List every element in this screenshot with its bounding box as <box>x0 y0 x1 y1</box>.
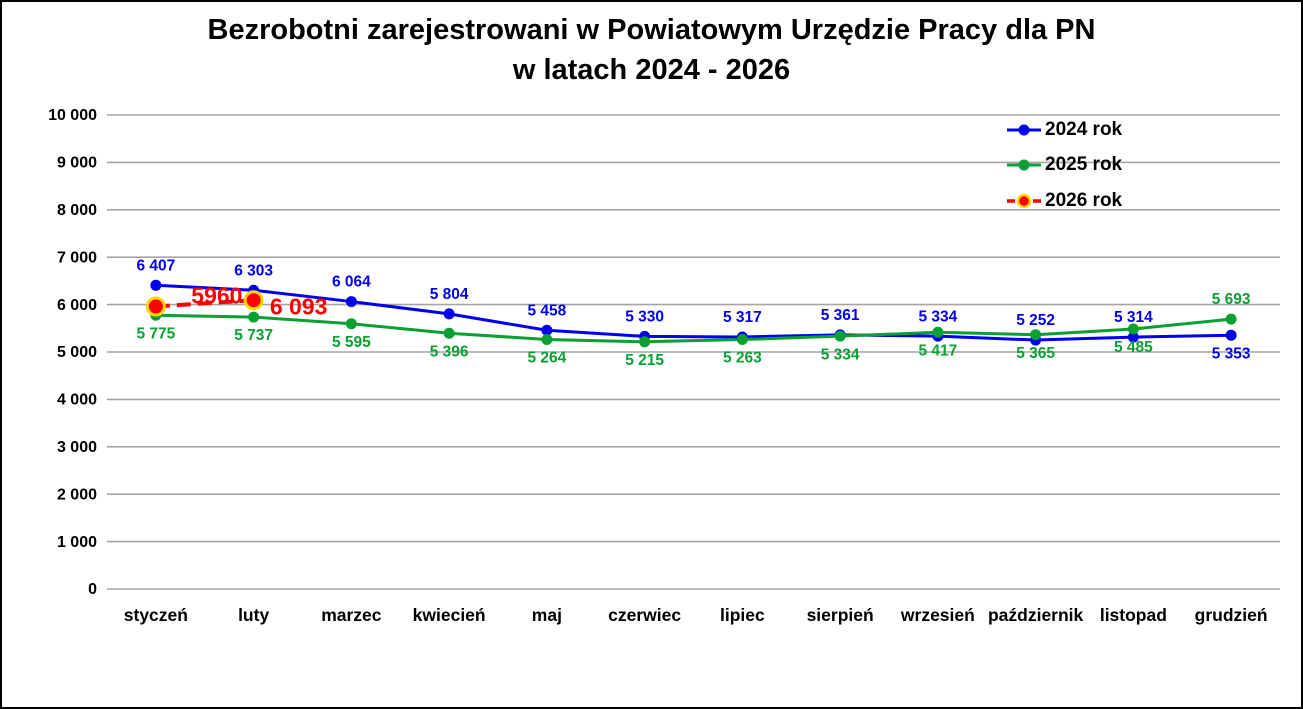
x-axis-label: październik <box>988 605 1084 625</box>
data-point-label: 5 317 <box>723 309 762 326</box>
data-point-label: 5 485 <box>1114 339 1153 356</box>
data-point-label: 5960 <box>191 283 242 309</box>
data-point-marker <box>1225 313 1237 325</box>
x-axis-label: kwiecień <box>413 605 486 625</box>
data-point-label: 5 330 <box>625 308 664 325</box>
data-point-marker <box>243 290 264 311</box>
data-point-marker <box>345 318 357 330</box>
data-point-label: 5 334 <box>918 308 957 325</box>
data-point-label: 5 215 <box>625 352 664 369</box>
y-axis-label: 5 000 <box>57 344 97 361</box>
data-point-label: 6 303 <box>234 262 273 279</box>
data-point-label: 5 353 <box>1212 345 1251 362</box>
data-point-marker <box>834 330 846 342</box>
x-axis-label: listopad <box>1100 605 1167 625</box>
data-point-label: 5 804 <box>430 286 469 303</box>
data-point-label: 5 361 <box>821 307 860 324</box>
x-axis-label: lipiec <box>720 605 765 625</box>
data-point-label: 5 396 <box>430 343 469 360</box>
y-axis-label: 2 000 <box>57 486 97 503</box>
legend-marker-2025-icon <box>1007 159 1041 171</box>
data-point-label: 6 093 <box>270 293 328 319</box>
data-point-marker <box>639 336 651 348</box>
legend-marker-2024-icon <box>1007 124 1041 136</box>
x-axis-label: sierpień <box>807 605 874 625</box>
y-axis-label: 3 000 <box>57 439 97 456</box>
data-point-label: 5 365 <box>1016 345 1055 362</box>
data-point-marker <box>150 279 162 291</box>
series-line-2026 <box>155 298 254 309</box>
x-axis-label: styczeń <box>124 605 188 625</box>
chart-title: Bezrobotni zarejestrowani w Powiatowym U… <box>2 10 1301 90</box>
data-point-marker <box>541 324 553 336</box>
data-point-marker <box>1225 329 1237 341</box>
legend-item-2024[interactable]: 2024 rok <box>1006 112 1122 148</box>
data-point-marker <box>1127 331 1139 343</box>
data-point-label: 5 264 <box>527 350 566 367</box>
data-point-label: 6 407 <box>136 257 175 274</box>
data-point-label: 5 775 <box>136 325 175 342</box>
data-point-label: 5 334 <box>821 346 860 363</box>
chart-legend: 2024 rok 2025 rok 2026 rok <box>1006 112 1122 219</box>
data-point-label: 5 737 <box>234 327 273 344</box>
data-point-marker <box>932 326 944 338</box>
data-point-label: 5 314 <box>1114 309 1153 326</box>
data-point-label: 5 595 <box>332 334 371 351</box>
x-axis-label: wrzesień <box>900 605 975 625</box>
data-point-label: 5 252 <box>1016 312 1055 329</box>
data-point-label: 5 417 <box>918 342 957 359</box>
data-point-marker <box>145 296 166 317</box>
y-axis-label: 7 000 <box>57 249 97 266</box>
legend-label-2025: 2025 rok <box>1045 154 1123 176</box>
data-point-label: 5 263 <box>723 350 762 367</box>
chart-title-line2: w latach 2024 - 2026 <box>512 54 791 86</box>
data-point-marker <box>443 308 455 320</box>
chart-title-line1: Bezrobotni zarejestrowani w Powiatowym U… <box>207 14 1096 46</box>
x-axis-label: marzec <box>321 605 382 625</box>
data-point-marker <box>736 334 748 346</box>
data-point-label: 6 064 <box>332 274 371 291</box>
y-axis-label: 8 000 <box>57 202 97 219</box>
x-axis-label: maj <box>532 605 562 625</box>
series-line-2025 <box>155 313 1232 344</box>
y-axis-label: 0 <box>88 581 97 598</box>
x-axis-label: luty <box>238 605 269 625</box>
data-point-marker <box>1030 329 1042 341</box>
y-axis-label: 10 000 <box>48 107 97 124</box>
legend-item-2026[interactable]: 2026 rok <box>1006 183 1122 219</box>
y-axis-label: 4 000 <box>57 392 97 409</box>
data-point-marker <box>1127 323 1139 335</box>
series-line-2024 <box>155 283 1232 342</box>
legend-label-2026: 2026 rok <box>1045 189 1123 211</box>
y-axis-label: 9 000 <box>57 155 97 172</box>
legend-marker-2026-icon <box>1007 193 1041 208</box>
data-point-marker <box>443 327 455 339</box>
data-point-marker <box>248 311 260 323</box>
y-axis-label: 1 000 <box>57 534 97 551</box>
data-point-marker <box>541 333 553 345</box>
data-point-label: 5 693 <box>1212 291 1251 308</box>
legend-label-2024: 2024 rok <box>1045 118 1123 140</box>
data-point-label: 5 458 <box>527 302 566 319</box>
data-point-marker <box>345 296 357 308</box>
y-axis-label: 6 000 <box>57 297 97 314</box>
x-axis-label: grudzień <box>1195 605 1268 625</box>
x-axis-label: czerwiec <box>608 605 681 625</box>
legend-item-2025[interactable]: 2025 rok <box>1006 148 1122 184</box>
